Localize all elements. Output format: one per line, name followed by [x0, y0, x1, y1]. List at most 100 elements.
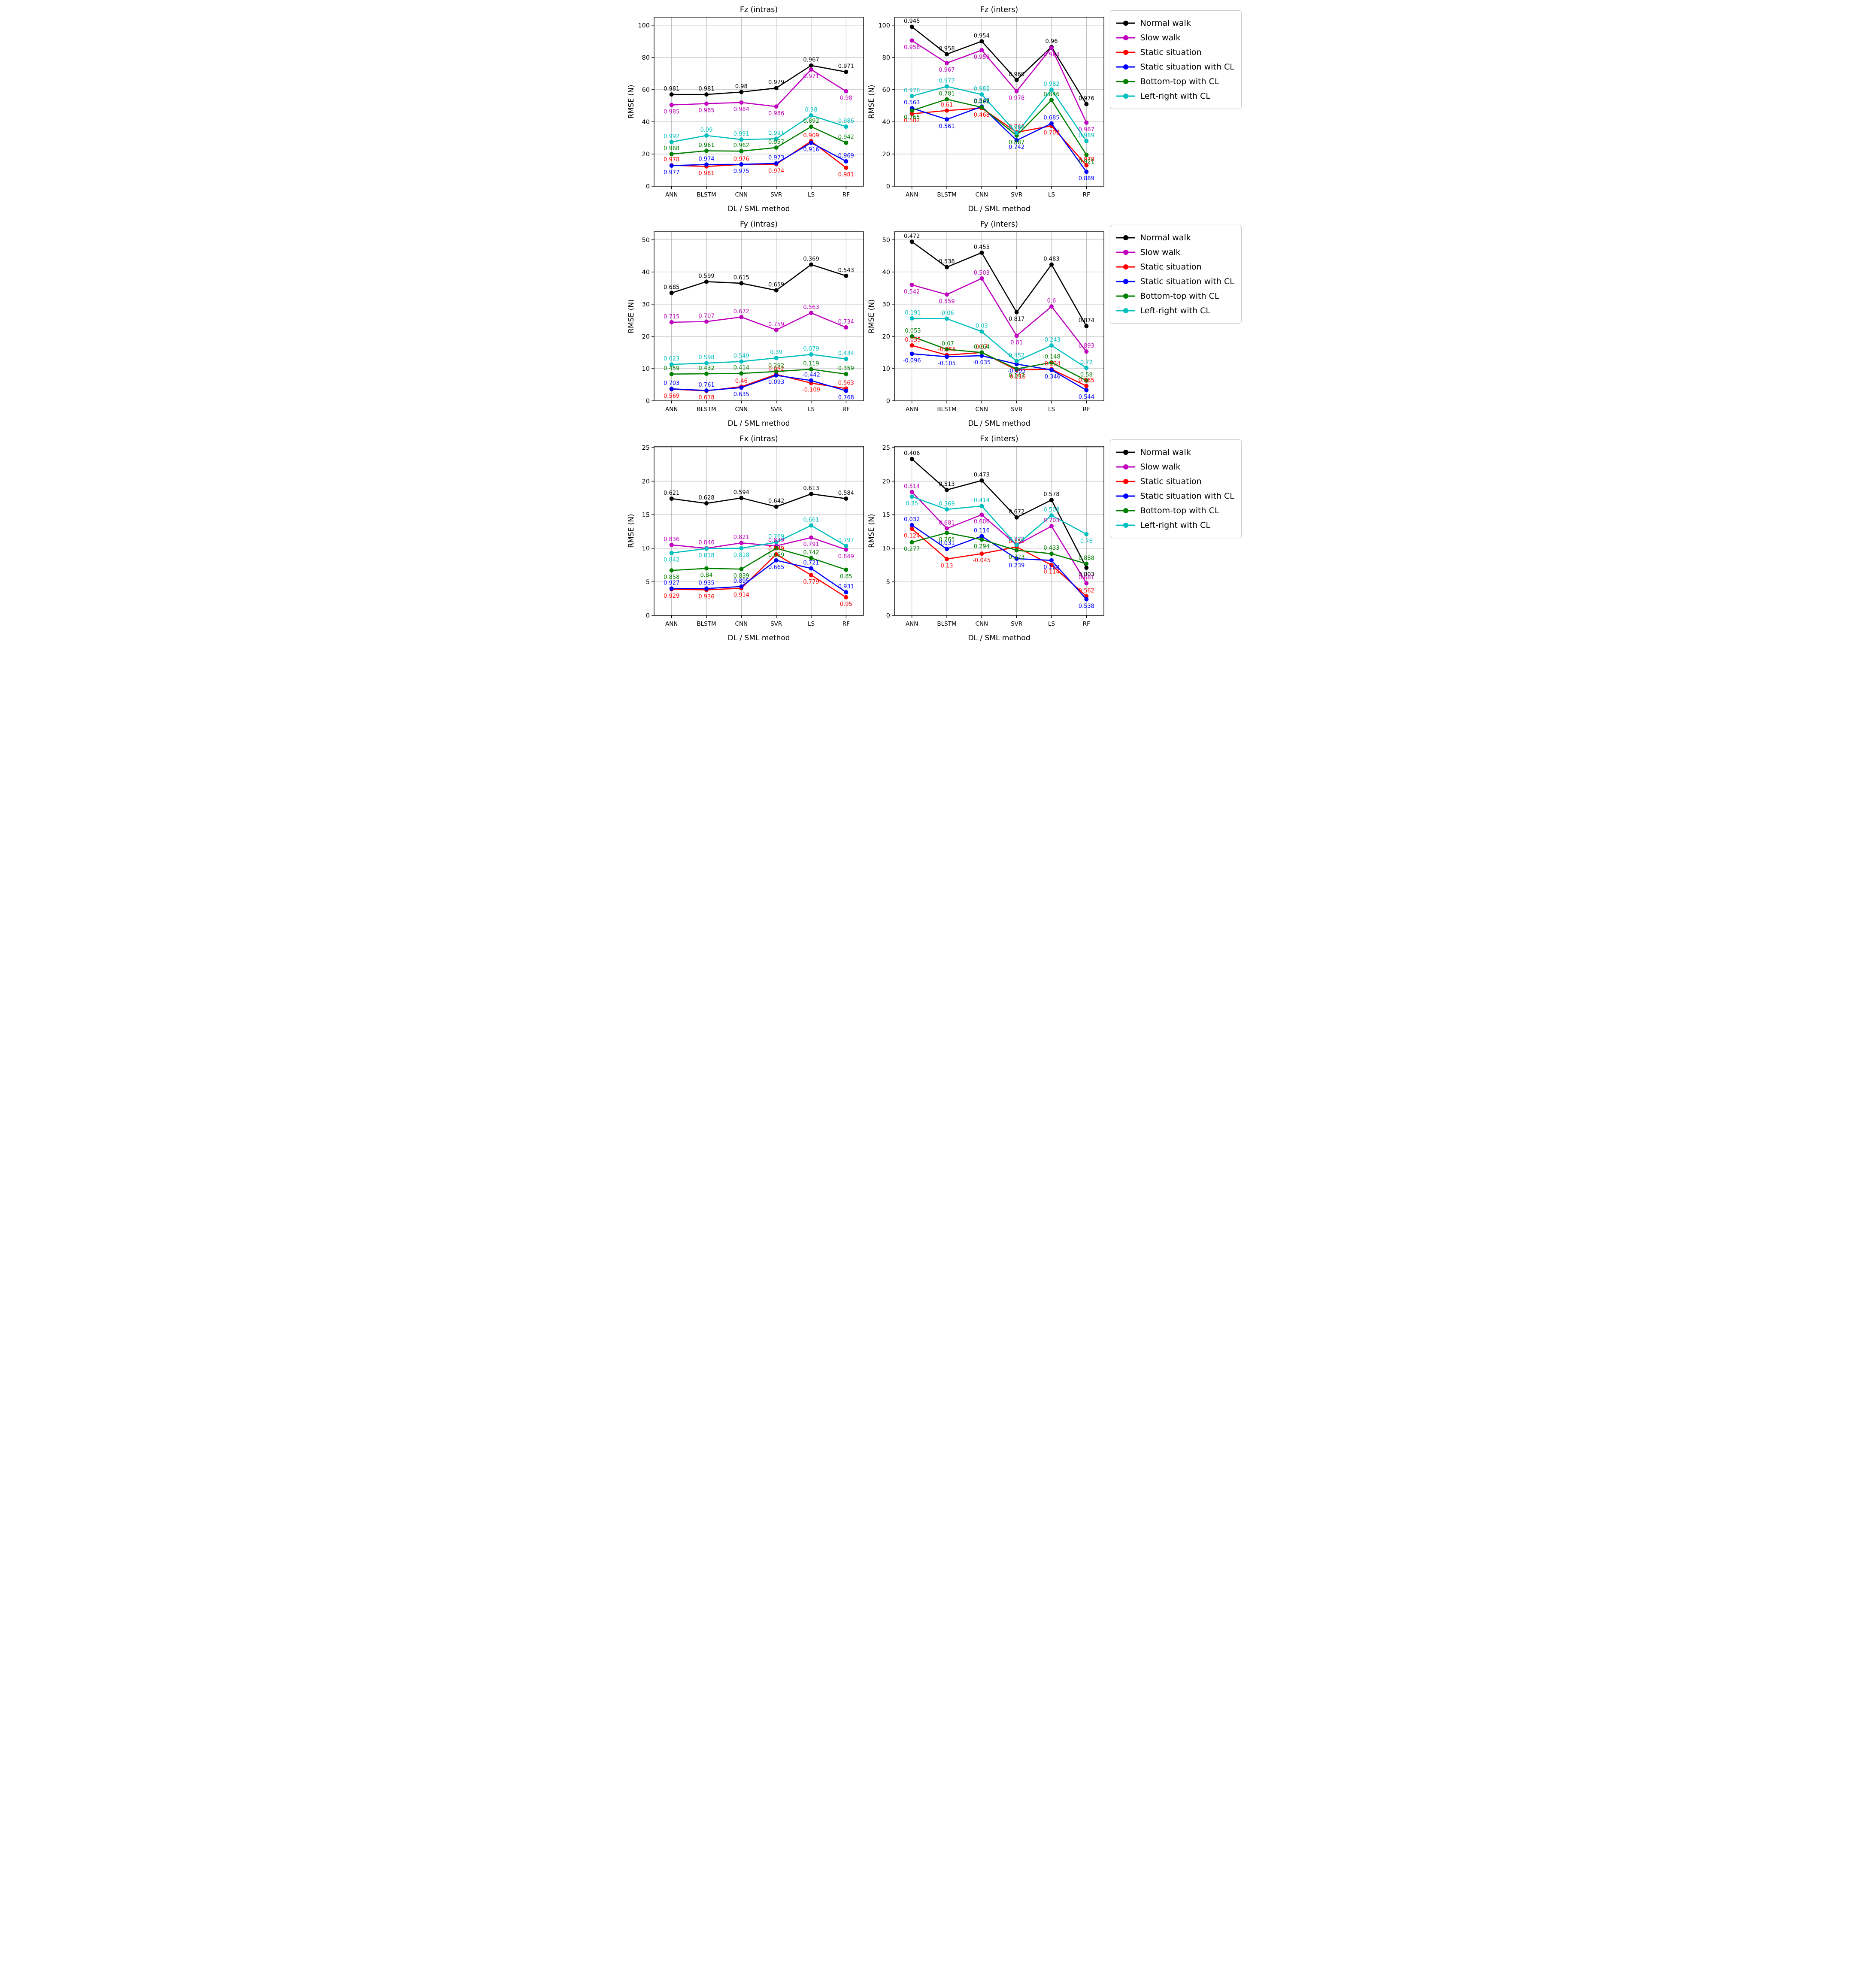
y-tick-label: 0	[886, 398, 890, 405]
x-axis-label: DL / SML method	[727, 205, 790, 213]
legend-label: Left-right with CL	[1140, 306, 1211, 315]
data-point-static-situation-with-cl	[843, 388, 848, 393]
data-point-bottom-top-with-cl	[979, 537, 984, 542]
point-label-normal-walk: 0.98	[735, 83, 747, 90]
data-point-slow-walk	[1049, 304, 1054, 309]
data-point-slow-walk	[843, 325, 848, 330]
legend-label: Normal walk	[1140, 233, 1191, 242]
point-label-normal-walk: 0.945	[904, 18, 920, 25]
data-point-slow-walk	[979, 48, 984, 52]
x-axis-label: DL / SML method	[727, 419, 790, 428]
data-point-slow-walk	[909, 38, 914, 43]
x-tick-label-svr: SVR	[1011, 621, 1022, 627]
point-label-static-situation: 0.878	[1078, 157, 1094, 163]
legend-line-marker-icon	[1116, 235, 1135, 240]
data-point-bottom-top-with-cl	[909, 540, 914, 545]
point-label-bottom-top-with-cl: 0.962	[733, 142, 749, 149]
data-point-left-right-with-cl	[1049, 343, 1054, 348]
data-point-left-right-with-cl	[1014, 131, 1019, 136]
data-point-left-right-with-cl	[909, 316, 914, 321]
data-point-static-situation-with-cl	[944, 547, 949, 551]
data-point-normal-walk	[809, 492, 813, 497]
point-label-normal-walk: 0.979	[768, 79, 784, 86]
data-point-bottom-top-with-cl	[739, 371, 743, 376]
series-line-normal-walk	[911, 26, 1087, 105]
data-point-normal-walk	[774, 288, 779, 293]
point-label-static-situation-with-cl: 0.561	[939, 123, 955, 130]
data-point-bottom-top-with-cl	[704, 566, 709, 571]
x-tick-label-cnn: CNN	[735, 191, 748, 198]
point-label-bottom-top-with-cl: 0.858	[664, 574, 679, 581]
x-tick-label-svr: SVR	[770, 191, 782, 198]
legend-item-normal-walk: Normal walk	[1115, 445, 1234, 460]
data-point-left-right-with-cl	[1084, 532, 1088, 536]
point-label-normal-walk: 0.817	[1009, 316, 1024, 323]
legend-label: Left-right with CL	[1140, 91, 1211, 101]
data-point-bottom-top-with-cl	[669, 151, 674, 156]
point-label-slow-walk: 0.559	[939, 298, 955, 305]
legend-label: Slow walk	[1140, 462, 1181, 472]
point-label-left-right-with-cl: 0.76	[1080, 538, 1092, 545]
data-point-static-situation	[979, 551, 984, 556]
data-point-bottom-top-with-cl	[979, 105, 984, 110]
point-label-slow-walk: 0.681	[1078, 575, 1094, 581]
y-tick-label: 40	[882, 269, 890, 276]
y-tick-label: 15	[642, 512, 649, 518]
data-point-static-situation-with-cl	[739, 385, 743, 390]
data-point-static-situation-with-cl	[669, 387, 674, 391]
data-point-slow-walk	[1084, 581, 1088, 585]
legend-line-marker-icon	[1116, 464, 1135, 469]
x-tick-label-ann: ANN	[665, 621, 677, 627]
point-label-static-situation-with-cl: 0.977	[664, 170, 679, 176]
point-label-static-situation-with-cl: 0.973	[768, 155, 784, 161]
point-label-normal-walk: 0.981	[664, 86, 679, 92]
point-label-static-situation: 0.124	[904, 533, 920, 539]
data-point-bottom-top-with-cl	[809, 556, 813, 560]
legend-column: Normal walk Slow walk Static situation Stat…	[1107, 217, 1250, 324]
legend-item-bottom-top-with-cl: Bottom-top with CL	[1115, 289, 1234, 303]
x-tick-label-ls: LS	[1048, 621, 1055, 627]
data-point-slow-walk	[1014, 333, 1019, 338]
point-label-bottom-top-with-cl: 0.659	[768, 552, 784, 559]
point-label-static-situation: 0.61	[940, 102, 953, 109]
data-point-static-situation	[909, 343, 914, 348]
legend-item-left-right-with-cl: Left-right with CL	[1115, 303, 1234, 318]
point-label-bottom-top-with-cl: 0.781	[939, 91, 955, 97]
x-tick-label-blstm: BLSTM	[697, 406, 716, 413]
data-point-normal-walk	[739, 496, 743, 500]
point-label-static-situation-with-cl: 0.547	[973, 98, 989, 104]
point-label-slow-walk: 0.964	[1043, 51, 1059, 58]
point-label-left-right-with-cl: 0.982	[973, 86, 989, 92]
point-label-normal-walk: 0.473	[973, 472, 989, 478]
point-label-static-situation-with-cl: -0.035	[973, 360, 991, 366]
data-point-bottom-top-with-cl	[809, 367, 813, 372]
figure-row-2: 0 5 10 15 20 25 ANN BLSTM CNN SVR LS RF Fx (intras) R…	[627, 432, 1250, 646]
data-point-slow-walk	[1049, 45, 1054, 50]
data-point-normal-walk	[979, 39, 984, 44]
point-label-left-right-with-cl: 0.079	[803, 346, 819, 352]
x-tick-label-cnn: CNN	[735, 406, 748, 413]
data-point-normal-walk	[739, 90, 743, 94]
point-label-slow-walk: 0.967	[939, 67, 955, 73]
data-point-bottom-top-with-cl	[1084, 378, 1088, 383]
plot-border	[653, 231, 864, 401]
point-label-static-situation-with-cl: 0.239	[1009, 563, 1024, 569]
data-point-normal-walk	[944, 487, 949, 492]
x-tick-label-cnn: CNN	[975, 621, 988, 627]
y-tick-label: 0	[646, 183, 649, 190]
y-tick-label: 20	[642, 333, 649, 340]
data-point-bottom-top-with-cl	[739, 567, 743, 572]
legend-column: Normal walk Slow walk Static situation Stat…	[1107, 3, 1250, 109]
data-point-left-right-with-cl	[979, 329, 984, 334]
point-label-static-situation: 0.07	[975, 344, 988, 350]
point-label-slow-walk: 0.734	[838, 319, 854, 325]
point-label-static-situation: 0.981	[838, 172, 854, 178]
data-point-normal-walk	[704, 501, 709, 506]
data-point-slow-walk	[944, 292, 949, 297]
plot-border	[894, 17, 1104, 187]
x-tick-label-ann: ANN	[905, 406, 918, 413]
x-tick-label-svr: SVR	[1011, 191, 1022, 198]
point-label-static-situation-with-cl: 0.538	[1078, 603, 1094, 609]
data-point-static-situation	[843, 595, 848, 599]
point-label-static-situation: 0.585	[1078, 377, 1094, 384]
